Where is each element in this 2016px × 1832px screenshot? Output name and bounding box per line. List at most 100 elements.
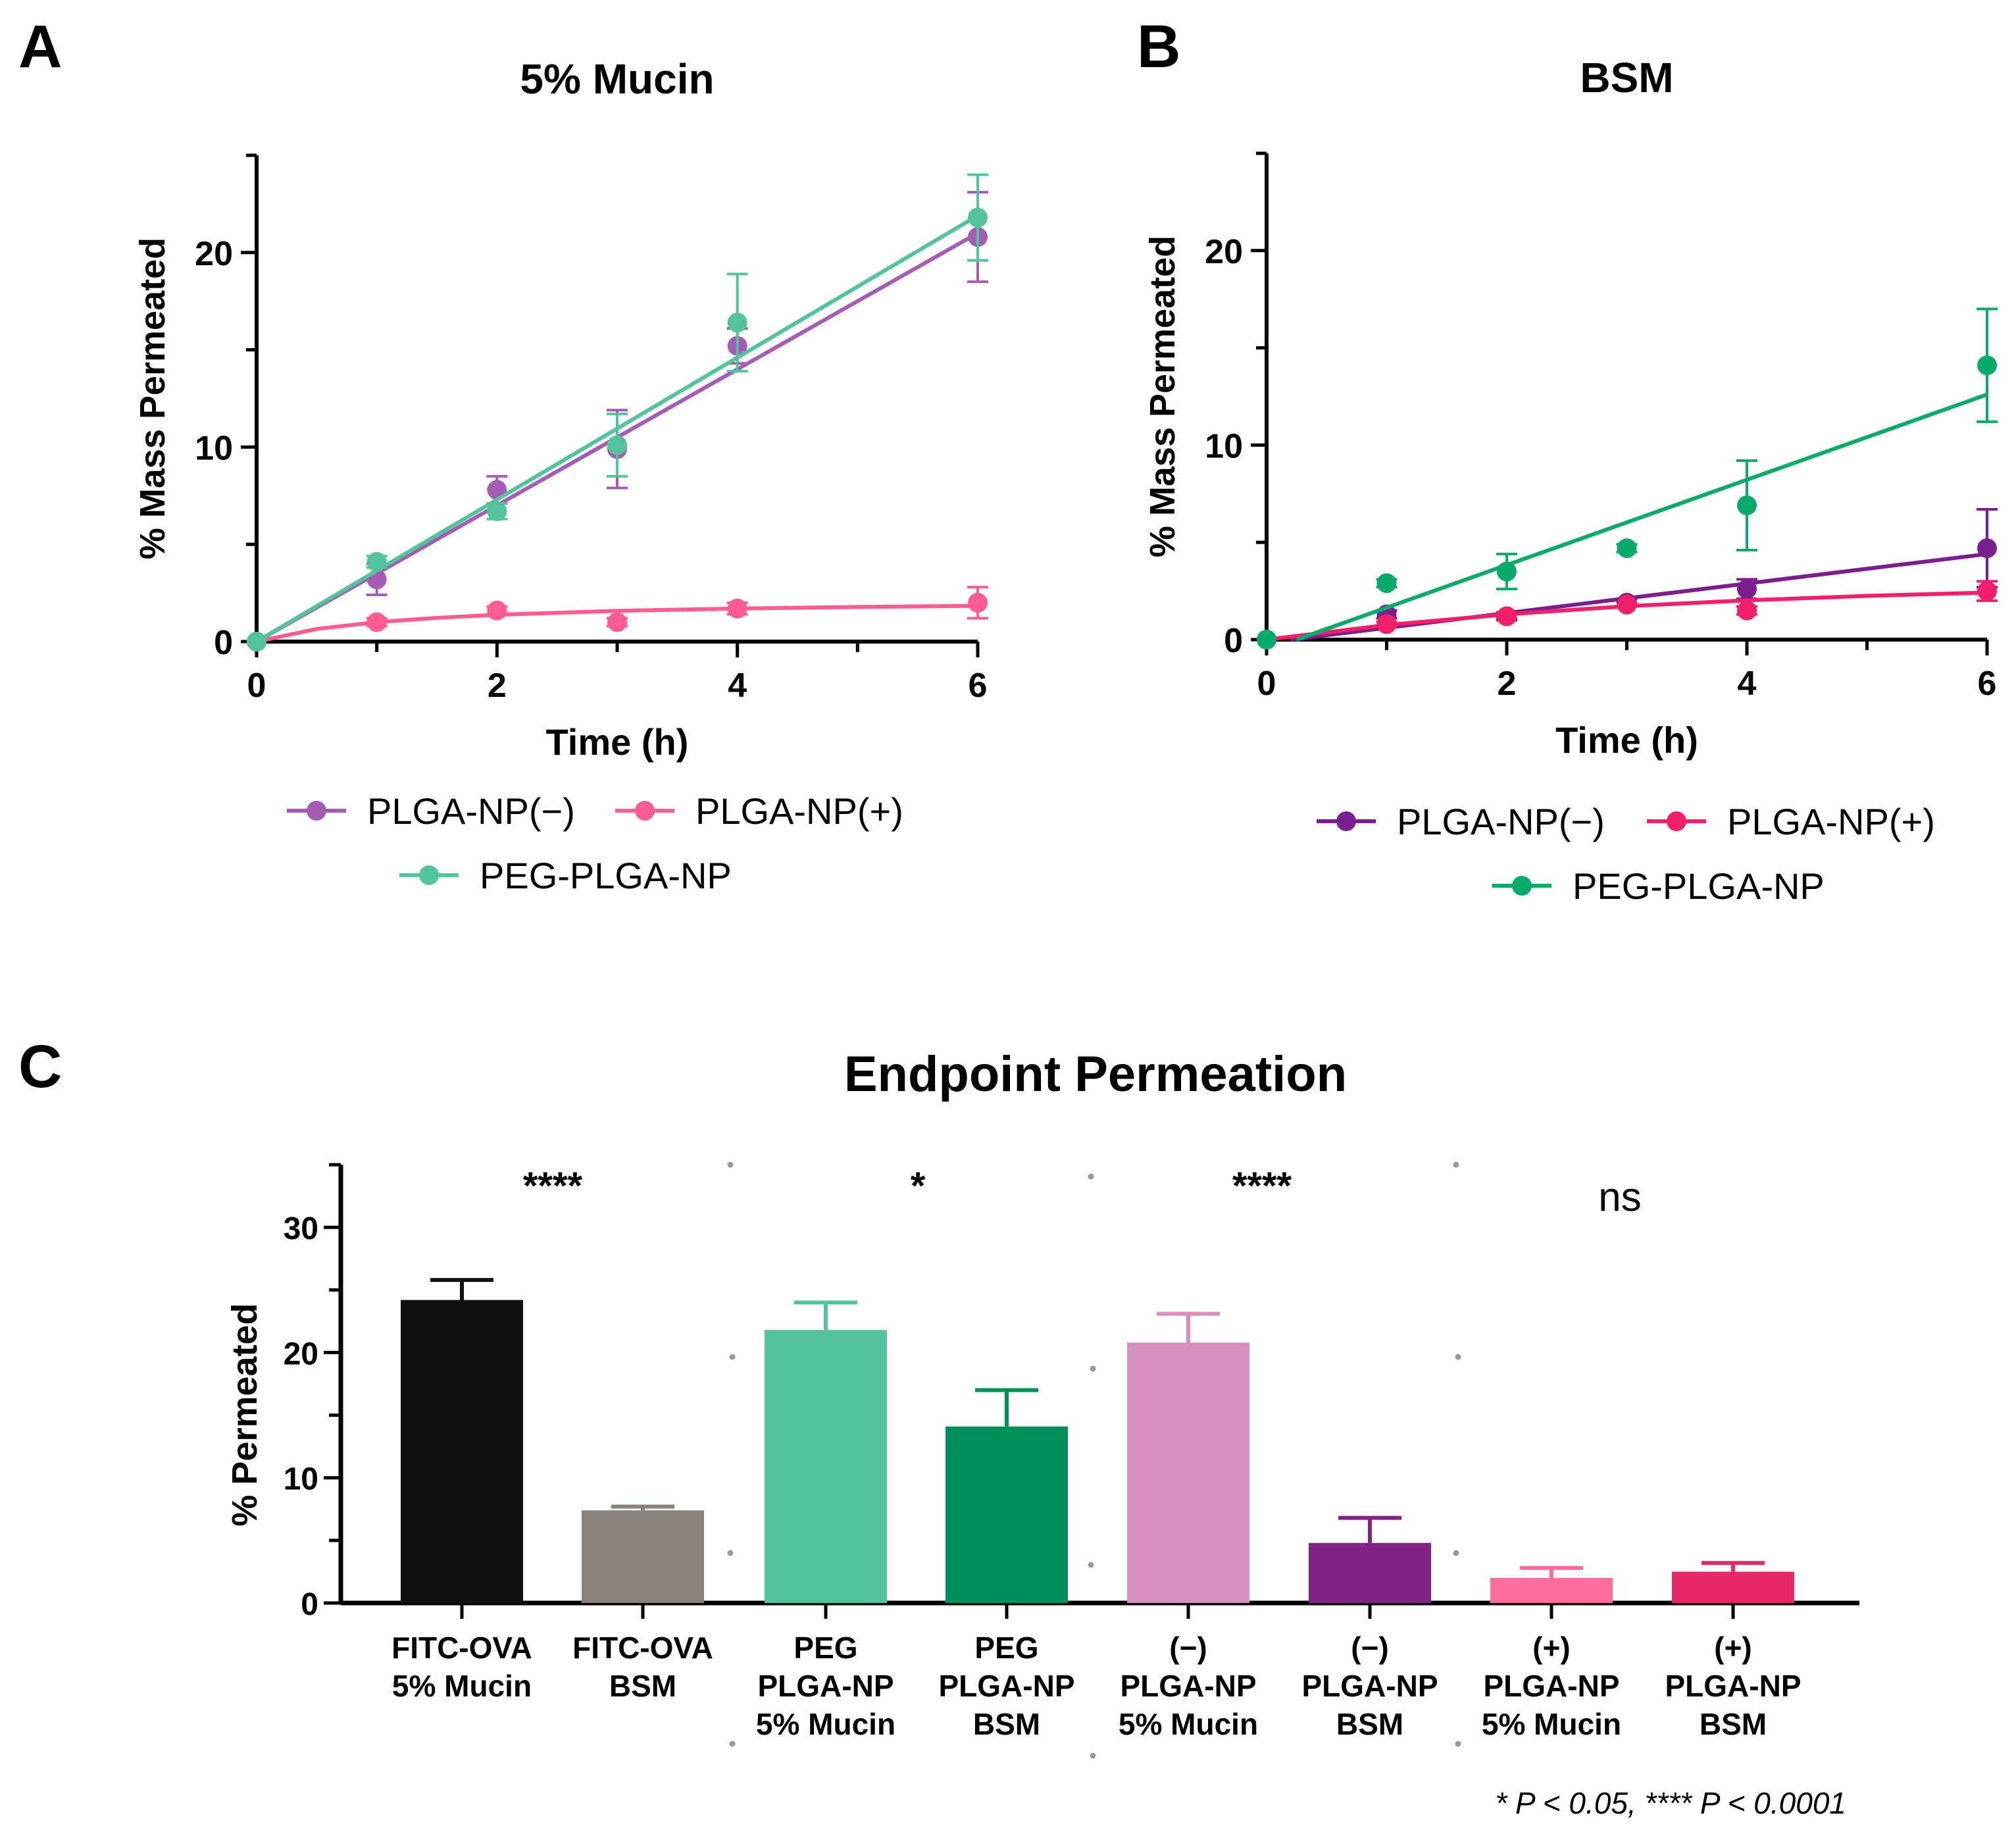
panel-c-y-axis-label: % Permeated — [225, 1303, 265, 1526]
bar-category-label: 5% Mucin — [1119, 1707, 1258, 1741]
bar-category-label: 5% Mucin — [1482, 1707, 1621, 1741]
bar — [765, 1330, 887, 1603]
bar-category-label: (+) — [1532, 1631, 1571, 1665]
group-separator-dot — [1090, 1365, 1096, 1372]
bar-category-label: 5% Mucin — [756, 1707, 895, 1741]
significance-label: * — [911, 1165, 926, 1208]
group-separator-dot — [1455, 1741, 1461, 1747]
bar-category-label: FITC-OVA — [572, 1631, 713, 1665]
bar-category-label: (−) — [1169, 1631, 1207, 1665]
panel-a-legend-label: PLGA-NP(+) — [695, 790, 903, 832]
panel-a-data-point — [607, 612, 627, 632]
group-separator-dot — [727, 1550, 734, 1556]
panel-b-legend-label: PEG-PLGA-NP — [1573, 865, 1825, 907]
panel-a-data-point — [366, 551, 387, 572]
panel-b-legend-item-2: PLGA-NP(+) — [1647, 801, 1935, 842]
bar-category-label: BSM — [973, 1707, 1040, 1741]
panel-a-data-point — [487, 600, 507, 621]
panel-b-legend-swatch-dot — [1512, 876, 1532, 896]
bar-group-6: (−) PLGA-NP BSM — [1302, 1515, 1438, 1741]
panel-a-x-tick-label: 4 — [728, 667, 747, 705]
panel-b-data-point — [1497, 606, 1517, 626]
panel-b-x-tick-label: 2 — [1498, 665, 1517, 703]
bar — [401, 1300, 523, 1603]
panel-b-y-tick-label: 20 — [1205, 233, 1243, 271]
panel-a-legend-label: PLGA-NP(−) — [367, 790, 575, 832]
bar — [582, 1510, 704, 1603]
bar-category-label: BSM — [1700, 1707, 1767, 1741]
panel-a-y-tick-label: 0 — [214, 624, 233, 662]
panel-c-y-tick-label: 10 — [284, 1462, 318, 1497]
panel-a-title: 5% Mucin — [520, 55, 714, 103]
panel-a-data-point — [607, 435, 627, 455]
bar-category-label: 5% Mucin — [392, 1669, 532, 1703]
panel-a-line-chart: 5% Mucin 0 10 20 0 2 4 6 Time (h) % Mass Permeate… — [133, 55, 988, 896]
bar-category-label: PLGA-NP — [1302, 1669, 1438, 1703]
panel-a-y-axis-label: % Mass Permeated — [133, 238, 172, 559]
bar — [1672, 1571, 1794, 1603]
bar-category-label: PLGA-NP — [1484, 1669, 1620, 1703]
panel-b-series-2 — [1257, 580, 1998, 649]
significance-label: **** — [1232, 1165, 1292, 1208]
panel-c-title: Endpoint Permeation — [844, 1046, 1347, 1102]
panel-b-data-point — [1497, 561, 1517, 582]
panel-b-legend-item-3: PEG-PLGA-NP — [1492, 865, 1825, 907]
group-separator-dot — [1453, 1161, 1459, 1168]
panel-letter-c: C — [18, 1033, 62, 1100]
panel-b-data-point — [1977, 538, 1997, 559]
bar-category-label: PLGA-NP — [1121, 1669, 1257, 1703]
bar-category-label: FITC-OVA — [391, 1631, 532, 1665]
panel-a-legend-swatch-dot — [635, 801, 655, 821]
bar-category-label: PEG — [794, 1631, 857, 1665]
bar-category-label: BSM — [609, 1669, 676, 1703]
panel-a-data-point — [487, 501, 507, 521]
panel-a-legend-label: PEG-PLGA-NP — [480, 855, 732, 896]
panel-b-data-point — [1376, 614, 1397, 634]
bar — [1309, 1542, 1431, 1603]
panel-b-data-point — [1737, 579, 1757, 599]
panel-letter-b: B — [1137, 13, 1180, 80]
group-separator-dot — [1088, 1562, 1094, 1568]
group-separator-dot — [1453, 1550, 1459, 1556]
bar-category-label: PLGA-NP — [758, 1669, 894, 1703]
panel-b-data-point — [1376, 573, 1397, 594]
panel-a-data-point — [968, 207, 988, 228]
bar-group-2: FITC-OVA BSM — [572, 1504, 713, 1703]
panel-b-legend-label: PLGA-NP(−) — [1397, 801, 1605, 842]
panel-c-y-tick-label: 30 — [284, 1211, 318, 1246]
panel-letter-a: A — [18, 13, 62, 80]
group-separator-dot — [727, 1161, 734, 1168]
bar — [1490, 1577, 1613, 1603]
bar-category-label: PLGA-NP — [1665, 1669, 1802, 1703]
bar-category-label: (+) — [1714, 1631, 1752, 1665]
group-separator-dot — [1090, 1752, 1096, 1759]
panel-b-fit-line — [1290, 551, 1988, 642]
panel-b-x-tick-label: 4 — [1738, 665, 1757, 703]
panel-a-y-tick-label: 20 — [195, 235, 233, 273]
panel-b-y-tick-label: 10 — [1205, 427, 1243, 465]
bar-category-label: BSM — [1336, 1707, 1403, 1741]
panel-b-legend-label: PLGA-NP(+) — [1727, 801, 1935, 842]
panel-b-title: BSM — [1580, 54, 1673, 101]
panel-a-legend-item-3: PEG-PLGA-NP — [399, 855, 732, 896]
panel-b-legend-swatch-dot — [1667, 811, 1686, 831]
panel-a-y-tick-label: 10 — [195, 429, 233, 467]
panel-a-data-point — [727, 313, 747, 333]
panel-a-series-2 — [247, 586, 988, 651]
bar-group-5: (−) PLGA-NP 5% Mucin — [1119, 1311, 1258, 1741]
panel-a-data-point — [968, 592, 988, 613]
panel-a-x-tick-label: 0 — [247, 667, 266, 705]
panel-b-data-point — [1617, 538, 1637, 559]
panel-b-y-tick-label: 0 — [1224, 622, 1243, 660]
panel-a-series-3 — [247, 173, 988, 651]
significance-label: **** — [523, 1165, 583, 1208]
panel-c-bar-chart: Endpoint Permeation 0 10 20 30 % Permeated FIT… — [225, 1046, 1859, 1820]
panel-b-series-3 — [1257, 307, 1998, 649]
group-separator-dot — [729, 1354, 736, 1360]
bar-group-3: PEG PLGA-NP 5% Mucin — [756, 1300, 895, 1741]
bar-category-label: PEG — [974, 1631, 1038, 1665]
panel-b-data-point — [1257, 630, 1276, 649]
panel-b-x-axis-label: Time (h) — [1555, 719, 1698, 761]
panel-a-legend-item-1: PLGA-NP(−) — [287, 790, 575, 832]
